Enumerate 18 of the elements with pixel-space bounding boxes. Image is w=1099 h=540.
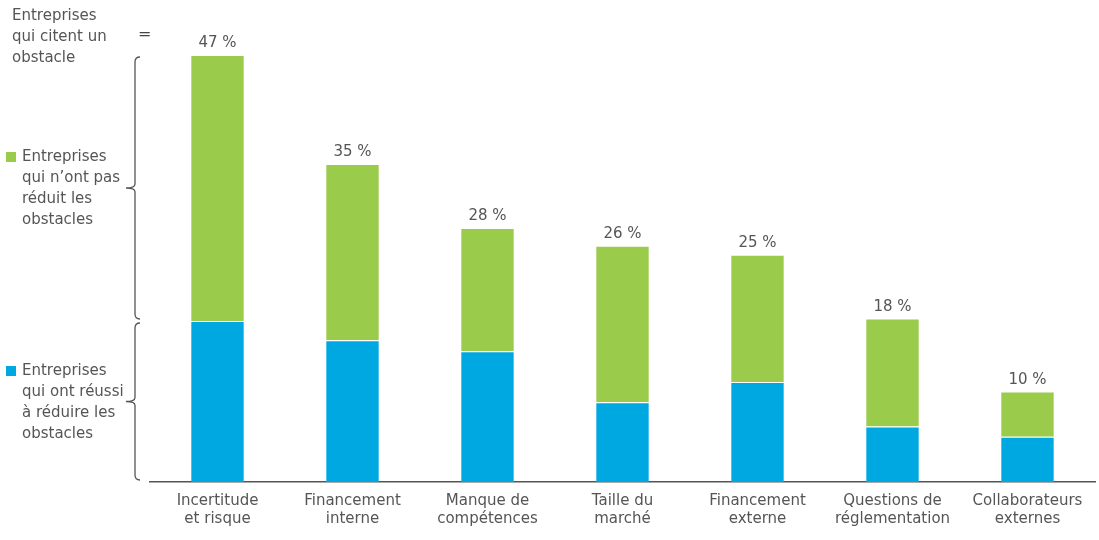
x-tick-label: Collaborateurs externes [972,490,1083,527]
annotation: 47 % [198,33,237,52]
legend-label: Entreprises qui n’ont pas réduit les obstacles [22,146,122,230]
x-tick-label: Questions de réglementation [834,490,951,527]
text: = [138,24,152,43]
annotation: 28 % [468,206,507,225]
annotation: 25 % [738,233,777,252]
annotation: 26 % [603,224,642,243]
annotation: 35 % [333,142,372,161]
x-tick-label: Manque de compétences [437,490,539,527]
legend-label: Entreprises qui ont réussi à réduire les obstacles [22,359,125,444]
x-tick-label: Financement interne [304,490,401,527]
x-tick-label: Taille du marché [590,490,654,527]
annotation: 10 % [1008,369,1047,388]
legend-title: Entreprises qui citent un obstacle [12,5,108,68]
x-tick-label: Incertitude et risque [176,490,259,527]
annotation: 18 % [873,296,912,315]
x-tick-label: Financement externe [709,490,806,527]
